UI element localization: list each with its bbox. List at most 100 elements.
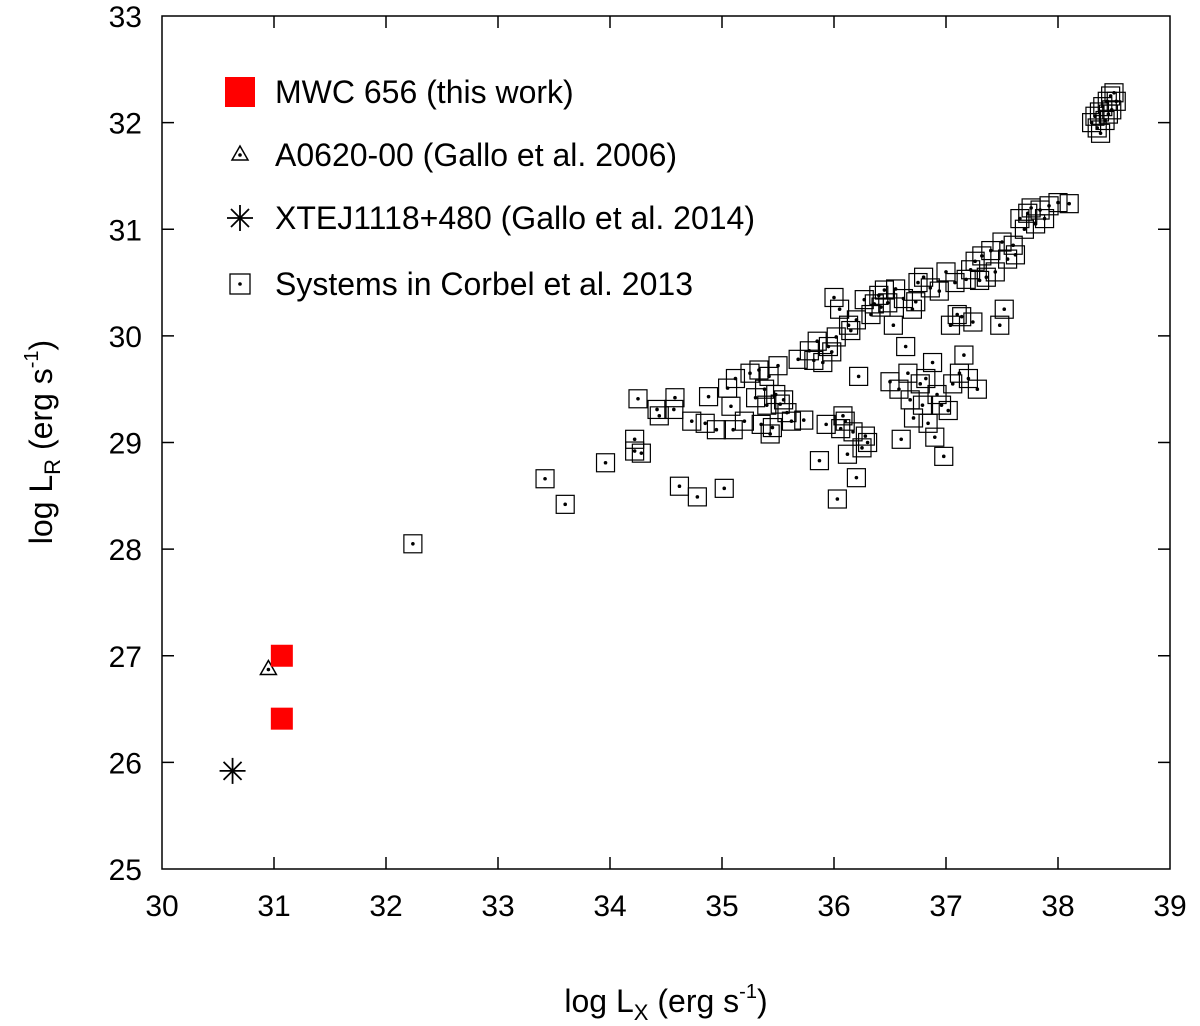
corbel-point xyxy=(916,368,936,389)
xtej1118-point xyxy=(219,757,246,784)
corbel-point xyxy=(822,342,842,362)
axis-ticks xyxy=(162,16,1170,869)
corbel-point xyxy=(846,468,867,488)
x-tick-label: 37 xyxy=(929,890,962,923)
x-tick-label: 35 xyxy=(705,890,738,923)
corbel-point xyxy=(965,251,985,271)
corbel-point xyxy=(714,478,734,498)
corbel-point xyxy=(664,399,684,420)
corbel-point xyxy=(625,441,645,461)
corbel-point xyxy=(1014,219,1035,239)
corbel-point xyxy=(945,272,965,293)
corbel-point xyxy=(997,249,1018,269)
corbel-point xyxy=(1048,192,1068,213)
corbel-point xyxy=(649,406,669,426)
corbel-point xyxy=(760,424,780,444)
legend: MWC 656 (this work) A0620-00 (Gallo et a… xyxy=(225,74,755,302)
corbel-point xyxy=(833,406,853,426)
legend-marker-xtej1118 xyxy=(227,205,253,231)
corbel-point xyxy=(1101,86,1121,106)
corbel-point xyxy=(816,414,836,434)
corbel-point xyxy=(595,453,616,473)
corbel-point xyxy=(695,413,715,433)
corbel-point xyxy=(857,432,878,453)
corbel-point xyxy=(826,327,846,347)
corbel-point xyxy=(625,429,645,449)
x-tick-label: 39 xyxy=(1153,890,1186,923)
corbel-point xyxy=(403,534,423,554)
legend-marker-corbel xyxy=(229,273,251,295)
x-tick-label: 38 xyxy=(1041,890,1074,923)
corbel-point xyxy=(846,310,867,330)
corbel-point xyxy=(852,438,872,458)
corbel-point xyxy=(809,451,830,471)
corbel-point xyxy=(827,489,847,509)
corbel-point xyxy=(794,410,814,430)
corbel-point xyxy=(628,389,648,409)
corbel-point xyxy=(781,411,802,431)
corbel-point xyxy=(922,352,943,373)
corbel-point xyxy=(910,374,930,394)
corbel-point xyxy=(1059,194,1079,214)
x-tick-label: 30 xyxy=(145,890,178,923)
corbel-point xyxy=(855,426,875,446)
corbel-point xyxy=(992,232,1012,252)
x-tick-label: 33 xyxy=(481,890,514,923)
corbel-point xyxy=(698,387,719,407)
axis-tick-labels: 30 31 32 33 34 35 36 37 38 39 25 26 27 28 29 30 31 32 33 xyxy=(109,1,1187,923)
corbel-point xyxy=(913,267,934,287)
corbel-point xyxy=(963,312,983,332)
x-axis-label: log LX (erg s-1) xyxy=(564,981,767,1025)
corbel-point xyxy=(908,272,928,293)
y-tick-label: 30 xyxy=(109,321,142,354)
corbel-point xyxy=(665,388,685,408)
corbel-point xyxy=(925,427,945,447)
x-tick-label: 34 xyxy=(593,890,626,923)
corbel-point xyxy=(927,384,947,405)
y-tick-label: 29 xyxy=(109,428,142,461)
corbel-point xyxy=(891,429,911,449)
corbel-point xyxy=(1034,208,1055,229)
corbel-point xyxy=(938,400,958,421)
y-tick-label: 26 xyxy=(109,747,142,780)
corbel-point xyxy=(985,262,1005,282)
corbel-point xyxy=(807,331,827,351)
corbel-point xyxy=(902,299,923,319)
corbel-point xyxy=(883,315,903,335)
corbel-point xyxy=(943,374,963,394)
a0620-point xyxy=(259,659,278,676)
y-tick-label: 28 xyxy=(109,534,142,567)
corbel-point xyxy=(682,411,702,431)
legend-marker-a0620 xyxy=(230,144,250,161)
data-points xyxy=(219,83,1126,784)
corbel-point xyxy=(721,396,741,416)
corbel-point xyxy=(535,469,555,489)
corbel-point xyxy=(900,390,920,410)
mwc656-point xyxy=(270,644,293,667)
corbel-point xyxy=(878,293,898,313)
corbel-point xyxy=(837,444,858,464)
corbel-point xyxy=(947,304,967,325)
y-tick-label: 25 xyxy=(109,854,142,887)
corbel-point xyxy=(773,390,794,410)
corbel-point xyxy=(898,363,918,383)
legend-label-a0620: A0620-00 (Gallo et al. 2006) xyxy=(275,137,677,173)
x-tick-label: 31 xyxy=(257,890,290,923)
y-axis-label: log LR (erg s-1) xyxy=(21,340,65,544)
corbel-point xyxy=(1090,123,1111,143)
mwc656-point xyxy=(270,707,293,730)
corbel-point xyxy=(647,399,667,420)
y-tick-label: 33 xyxy=(109,1,142,34)
corbel-point xyxy=(831,419,851,439)
corbel-point xyxy=(768,356,788,376)
corbel-point xyxy=(725,368,746,389)
legend-label-mwc656: MWC 656 (this work) xyxy=(275,74,574,110)
corbel-point xyxy=(1005,245,1026,265)
corbel-point xyxy=(824,287,844,308)
corbel-point xyxy=(754,379,775,399)
corbel-point xyxy=(762,417,783,438)
corbel-point xyxy=(994,299,1014,319)
corbel-point xyxy=(687,487,707,507)
corbel-point xyxy=(931,395,952,415)
